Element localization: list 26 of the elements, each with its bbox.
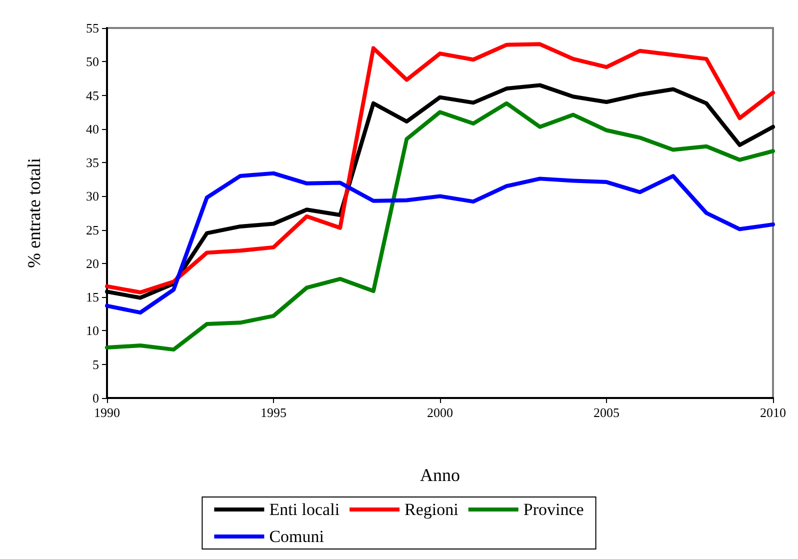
y-tick-label: 30 <box>86 188 99 204</box>
y-tick-label: 0 <box>92 390 99 406</box>
y-tick-label: 35 <box>86 155 99 170</box>
y-axis-title: % entrate totali <box>24 158 44 268</box>
x-tick-label: 2005 <box>594 405 620 420</box>
line-series <box>105 42 775 294</box>
y-tick-label: 20 <box>86 256 99 271</box>
x-tick-label: 2010 <box>760 405 786 420</box>
y-tick-label: 5 <box>92 356 99 372</box>
y-tick-label: 10 <box>86 323 99 338</box>
line-series <box>105 101 775 352</box>
legend-label: Regioni <box>404 500 459 519</box>
y-tick-label: 40 <box>86 121 99 136</box>
x-tick-label: 1990 <box>94 405 120 420</box>
x-tick-label: 2000 <box>427 405 453 420</box>
legend-label: Province <box>523 500 584 519</box>
y-tick-label: 25 <box>86 222 99 238</box>
x-axis-title: Anno <box>420 465 460 485</box>
y-tick-label: 50 <box>86 54 99 70</box>
y-tick-label: 15 <box>86 290 99 305</box>
y-tick-label: 45 <box>86 88 99 103</box>
x-tick-label: 1995 <box>260 405 286 420</box>
y-tick-label: 55 <box>86 20 99 36</box>
line-series <box>105 171 775 315</box>
legend-label: Enti locali <box>269 500 340 519</box>
legend-label: Comuni <box>269 527 324 546</box>
